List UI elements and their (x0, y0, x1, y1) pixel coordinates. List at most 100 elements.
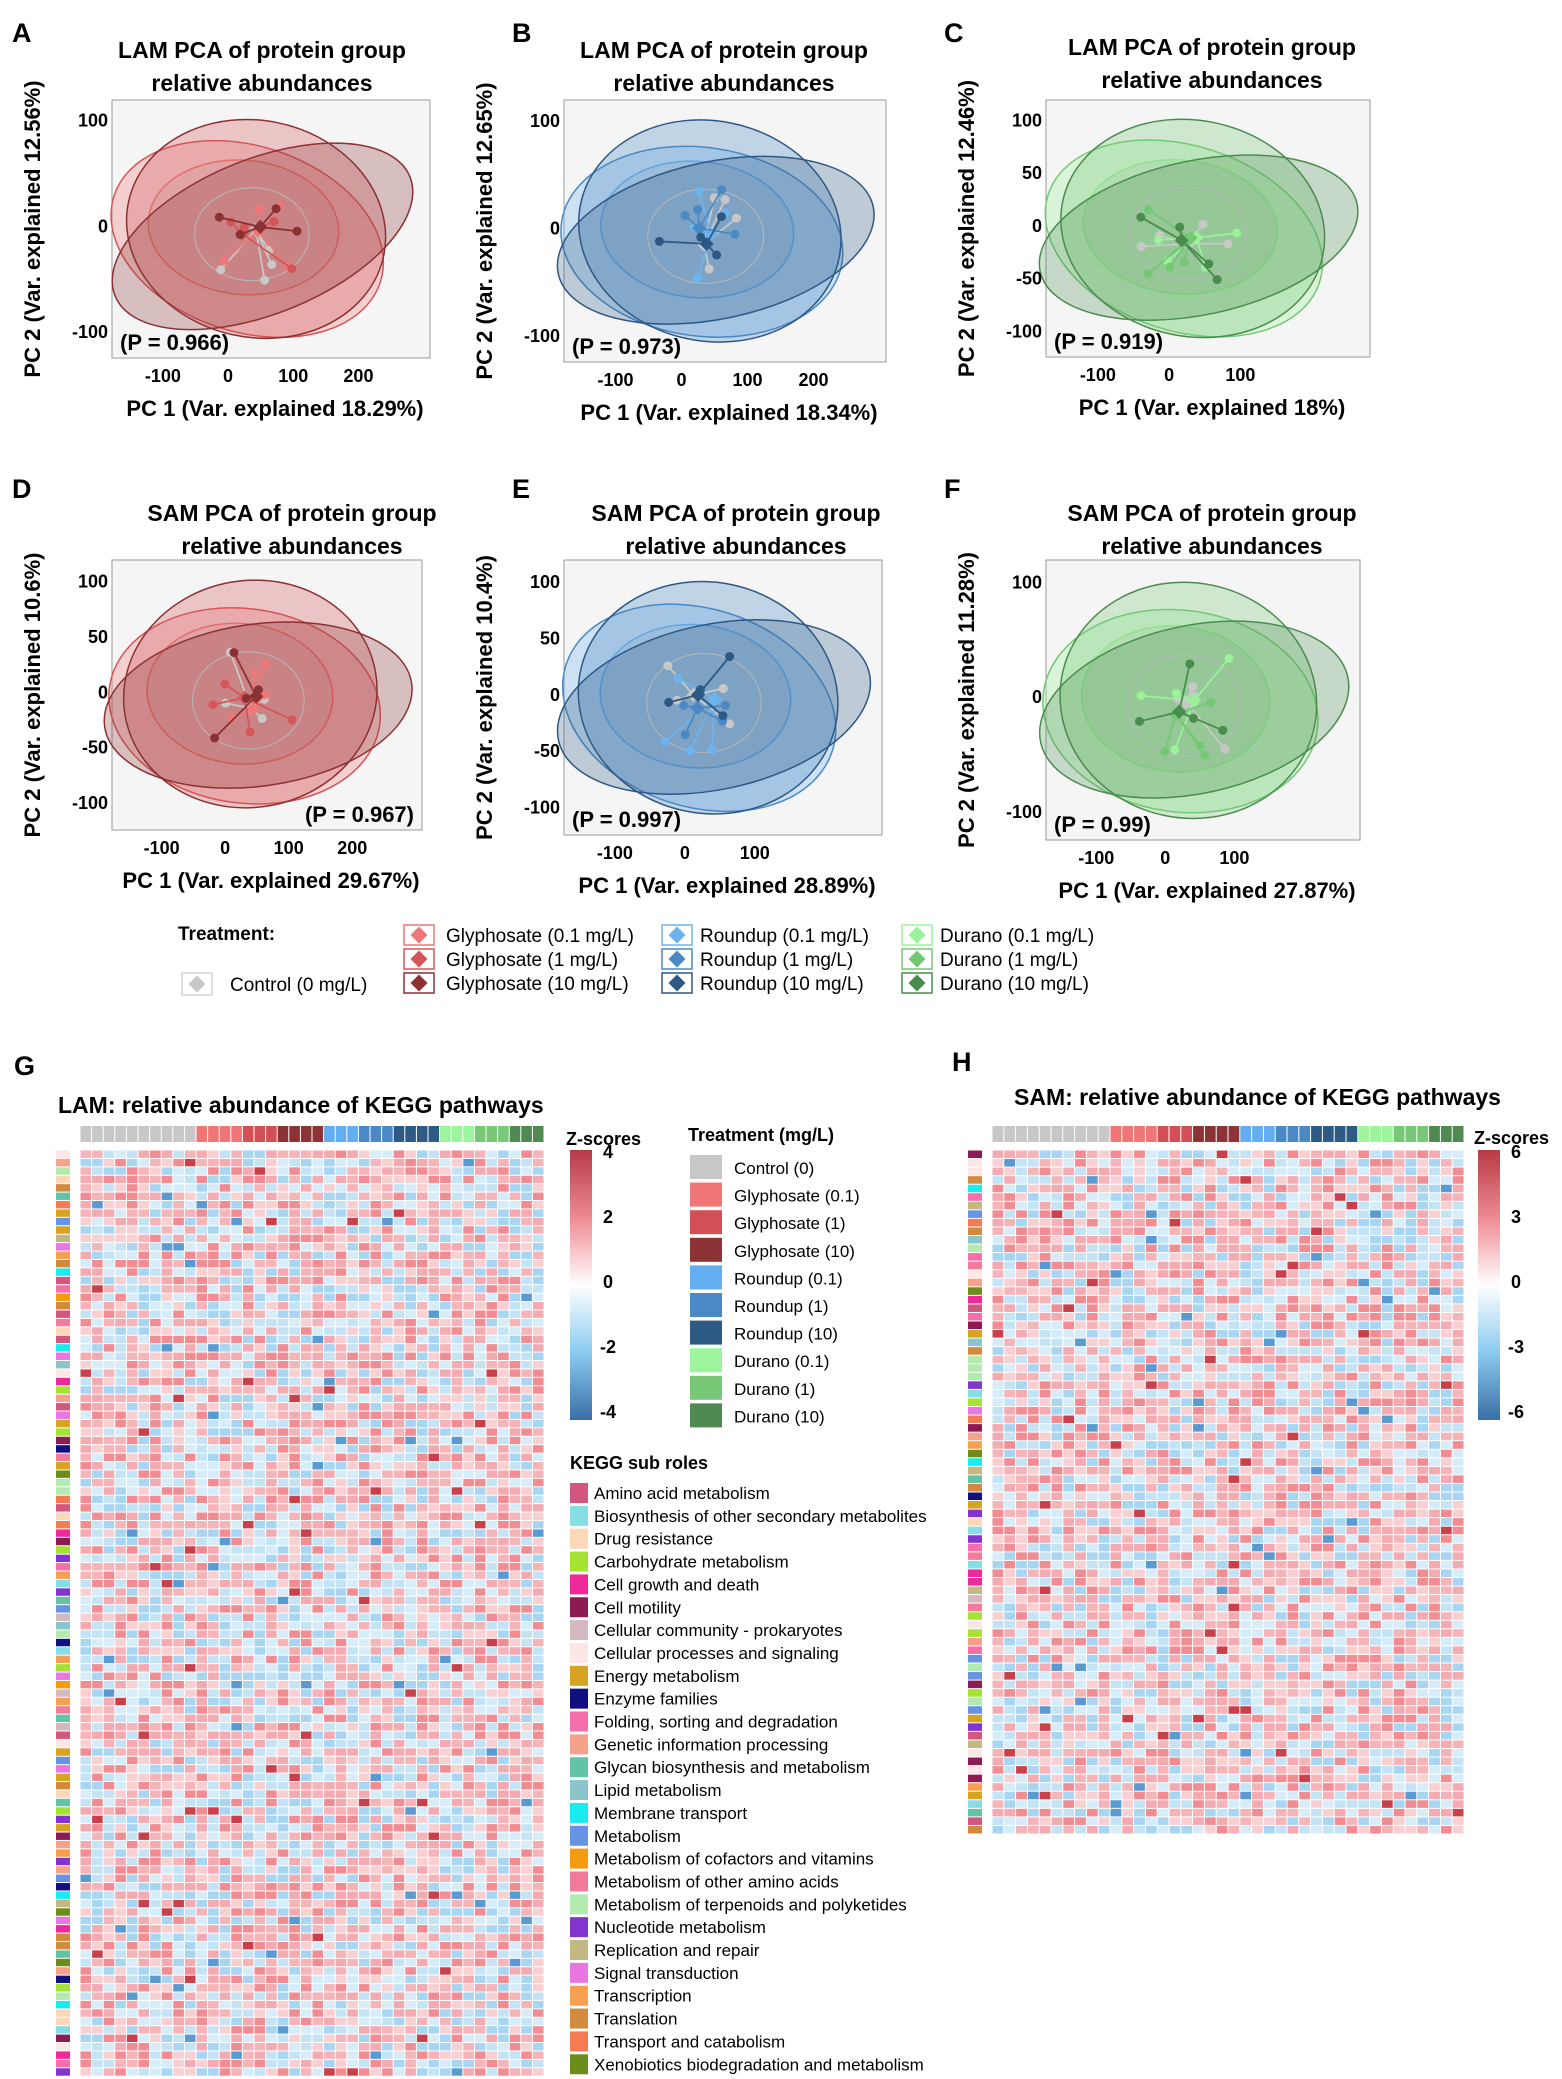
heatmap-cell (370, 1310, 382, 1318)
heatmap-cell (347, 1445, 358, 1453)
heatmap-cell (92, 1857, 103, 1866)
heatmap-cell (242, 2034, 254, 2043)
heatmap-cell (486, 1318, 498, 1327)
heatmap-cell (335, 1992, 347, 2000)
data-point (1220, 744, 1230, 754)
heatmap-cell (126, 1285, 138, 1293)
heatmap-cell (161, 1377, 173, 1386)
heatmap-cell (103, 1158, 115, 1167)
data-point (216, 265, 226, 275)
heatmap-cell (486, 1428, 498, 1436)
heatmap-cell (289, 1630, 300, 1638)
heatmap-cell (242, 1630, 254, 1638)
heatmap-cell (242, 1596, 254, 1605)
heatmap-cell (242, 1512, 254, 1520)
heatmap-cell (184, 1209, 196, 1217)
heatmap-cell (347, 1891, 358, 1899)
heatmap-cell (138, 1866, 150, 1874)
heatmap-cell (416, 1436, 428, 1445)
heatmap-cell (486, 1739, 498, 1748)
heatmap-cell (266, 1596, 277, 1605)
heatmap-cell (219, 2051, 231, 2059)
heatmap-cell (138, 1765, 150, 1773)
heatmap-cell (277, 1647, 289, 1655)
heatmap-cell (208, 1739, 219, 1748)
heatmap-cell (173, 1520, 184, 1529)
heatmap-cell (277, 2043, 289, 2051)
heatmap-cell (370, 1588, 382, 1596)
heatmap-cell (254, 1310, 266, 1318)
heatmap-cell (208, 1428, 219, 1436)
heatmap-cell (103, 1352, 115, 1360)
confidence-ellipse (1129, 186, 1248, 281)
heatmap-cell (440, 1773, 451, 1781)
heatmap-cell (231, 1655, 242, 1664)
heatmap-cell (300, 1167, 312, 1175)
heatmap-cell (254, 1756, 266, 1765)
heatmap-cell (242, 1933, 254, 1941)
heatmap-cell (115, 1276, 126, 1285)
heatmap-cell (463, 1891, 474, 1899)
heatmap-cell (126, 1680, 138, 1689)
heatmap-cell (451, 1386, 463, 1394)
heatmap-cell (428, 1790, 440, 1798)
heatmap-cell (358, 1394, 370, 1403)
heatmap-cell (254, 1453, 266, 1462)
column-annotation (242, 1126, 254, 1142)
heatmap-cell (405, 1782, 416, 1790)
heatmap-cell (521, 1815, 532, 1824)
heatmap-cell (150, 1714, 161, 1723)
heatmap-cell (463, 1605, 474, 1613)
heatmap-cell (370, 2026, 382, 2034)
heatmap-cell (92, 1462, 103, 1470)
heatmap-cell (509, 1184, 521, 1192)
heatmap-cell (277, 1664, 289, 1672)
row-annotation (56, 1487, 70, 1495)
heatmap-cell (266, 2017, 277, 2026)
heatmap-cell (509, 1790, 521, 1798)
heatmap-cell (277, 1807, 289, 1815)
heatmap-cell (428, 1150, 440, 1158)
column-annotation (208, 1126, 219, 1142)
y-axis-label: PC 2 (Var. explained 10.4%) (472, 555, 497, 840)
heatmap-cell (161, 1984, 173, 1992)
heatmap-cell (358, 1899, 370, 1908)
heatmap-cell (370, 1377, 382, 1386)
heatmap-cell (289, 1361, 300, 1369)
heatmap-cell (486, 1234, 498, 1243)
heatmap-cell (150, 1158, 161, 1167)
heatmap-cell (451, 1571, 463, 1579)
heatmap-cell (358, 1495, 370, 1504)
heatmap-cell (451, 1158, 463, 1167)
heatmap-cell (509, 2034, 521, 2043)
heatmap-cell (451, 1756, 463, 1765)
data-point (712, 250, 722, 260)
heatmap-cell (138, 1436, 150, 1445)
heatmap-cell (126, 1672, 138, 1680)
heatmap-cell (393, 1335, 405, 1344)
row-annotation (56, 1647, 70, 1655)
heatmap-cell (486, 1251, 498, 1259)
heatmap-cell (324, 1967, 335, 1975)
heatmap-cell (92, 1630, 103, 1638)
heatmap-cell (289, 1428, 300, 1436)
heatmap-cell (498, 1840, 509, 1849)
heatmap-cell (289, 2034, 300, 2043)
heatmap-cell (393, 1782, 405, 1790)
heatmap-cell (521, 1285, 532, 1293)
heatmap-cell (150, 2068, 161, 2076)
heatmap-cell (161, 1756, 173, 1765)
heatmap-cell (521, 2000, 532, 2009)
heatmap-cell (451, 2034, 463, 2043)
heatmap-cell (532, 1361, 544, 1369)
heatmap-cell (474, 1958, 486, 1967)
data-point (245, 727, 255, 737)
heatmap-cell (358, 1184, 370, 1192)
heatmap-cell (80, 1723, 92, 1731)
heatmap-cell (486, 1436, 498, 1445)
heatmap-cell (393, 1765, 405, 1773)
heatmap-cell (347, 1933, 358, 1941)
heatmap-cell (382, 1992, 393, 2000)
heatmap-cell (161, 1579, 173, 1588)
heatmap-cell (289, 1470, 300, 1478)
